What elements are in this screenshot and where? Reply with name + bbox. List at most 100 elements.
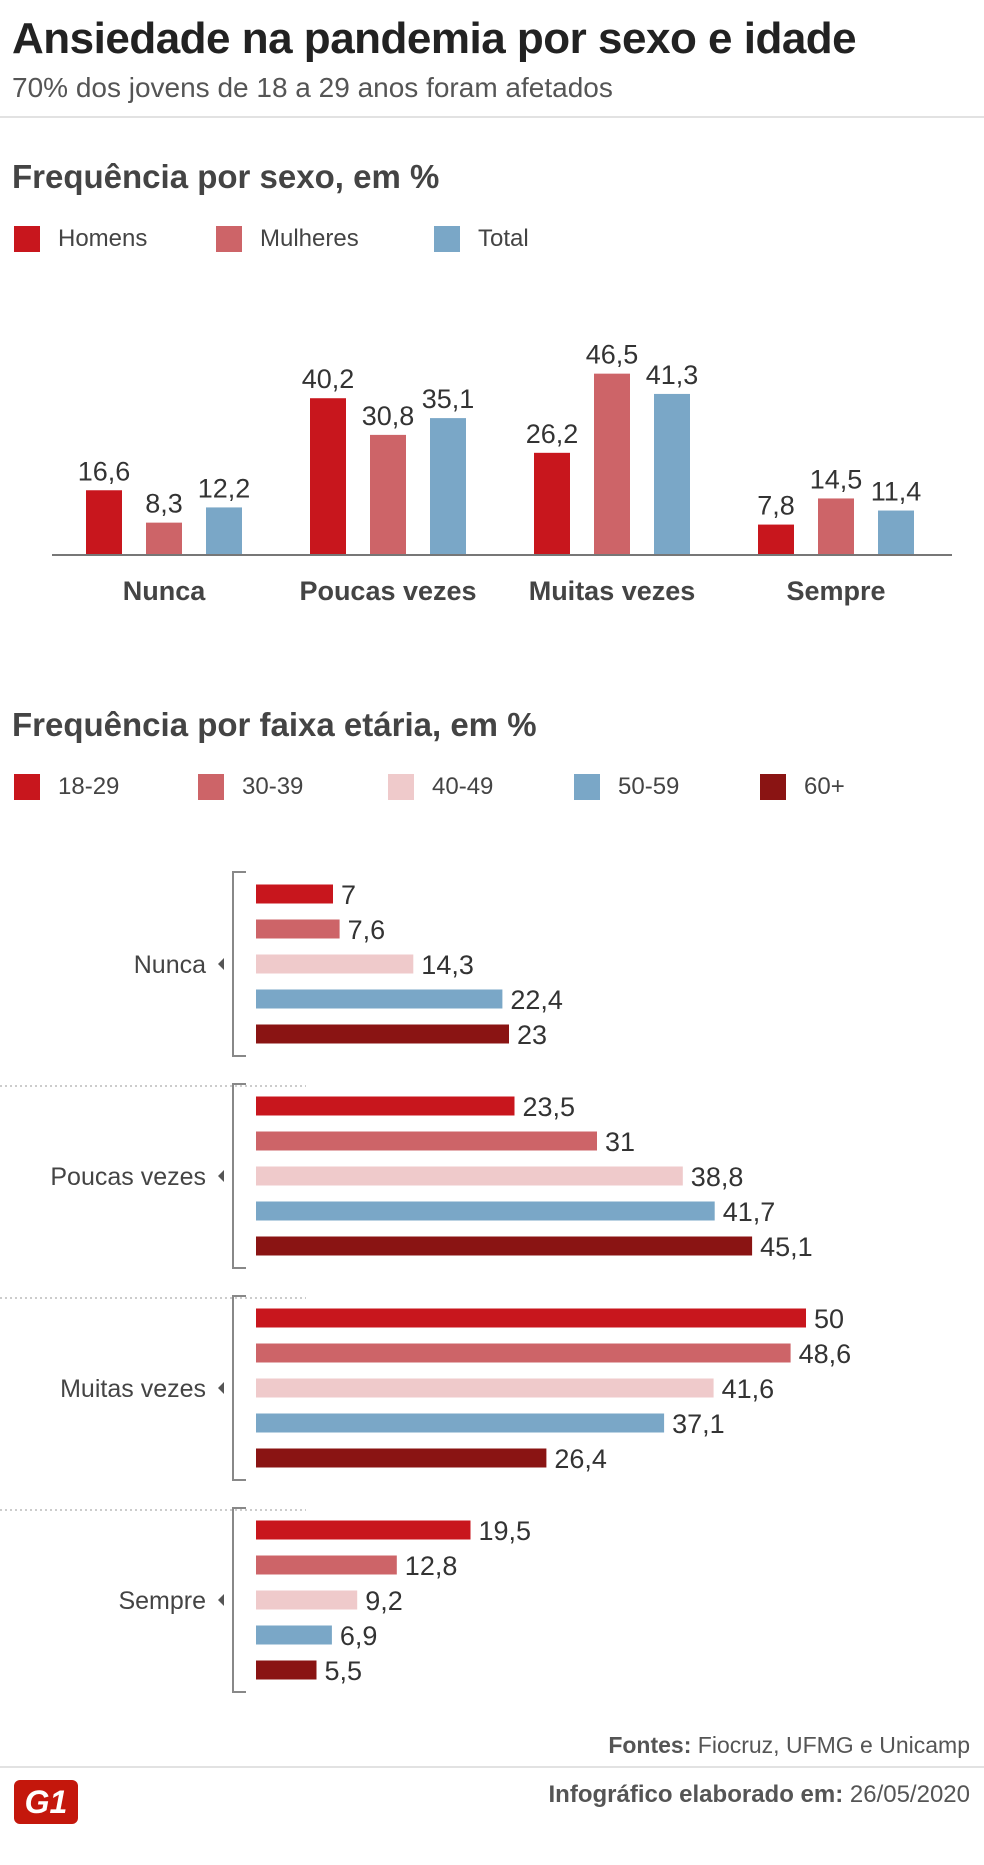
bar-value-label: 40,2 — [302, 364, 355, 394]
hbar-value-label: 7 — [341, 880, 356, 910]
legend-item-18-29: 18-29 — [14, 772, 119, 802]
group-arrow-icon — [218, 1382, 224, 1394]
hbar-sempre-40-49 — [256, 1590, 358, 1610]
chart1-title: Frequência por sexo, em % — [12, 158, 440, 195]
x-tick-label: Poucas vezes — [299, 576, 476, 606]
y-tick-label: Nunca — [134, 951, 206, 979]
group-arrow-icon — [218, 958, 224, 970]
bar-sempre-total — [878, 510, 914, 555]
y-tick-label: Muitas vezes — [60, 1375, 206, 1403]
group-arrow-icon — [218, 1170, 224, 1182]
legend-swatch-60-plus — [760, 774, 786, 800]
legend-swatch-50-59 — [574, 774, 600, 800]
g1-logo-text: G1 — [25, 1784, 68, 1820]
group-bracket — [232, 1507, 246, 1693]
bar-nunca-mulheres — [146, 522, 182, 555]
hbar-value-label: 38,8 — [691, 1162, 744, 1192]
legend-label-60-plus: 60+ — [804, 773, 845, 800]
bar-sempre-mulheres — [818, 498, 854, 555]
hbar-sempre-18-29 — [256, 1520, 471, 1540]
bar-value-label: 16,6 — [78, 456, 131, 486]
bar-value-label: 12,2 — [198, 473, 251, 503]
source-label: Fontes: — [608, 1732, 692, 1758]
hbar-value-label: 12,8 — [405, 1551, 458, 1581]
legend-label-40-49: 40-49 — [432, 773, 494, 800]
legend-swatch-18-29 — [14, 774, 40, 800]
legend-item-30-39: 30-39 — [198, 772, 303, 802]
legend-item-60-plus: 60+ — [760, 772, 845, 802]
legend-swatch-40-49 — [388, 774, 414, 800]
bar-value-label: 7,8 — [757, 491, 795, 521]
group-bracket — [232, 1295, 246, 1481]
bar-poucas-vezes-total — [430, 418, 466, 555]
legend-item-homens: Homens — [14, 224, 147, 254]
hbar-value-label: 7,6 — [348, 915, 386, 945]
hbar-poucas-vezes-18-29 — [256, 1096, 515, 1116]
legend-label-50-59: 50-59 — [618, 773, 680, 800]
group-bracket — [232, 1083, 246, 1269]
legend-label-18-29: 18-29 — [58, 773, 120, 800]
g1-logo-background — [14, 1780, 78, 1824]
legend-label-30-39: 30-39 — [242, 773, 304, 800]
source-note: Fontes: Fiocruz, UFMG e Unicamp — [608, 1732, 970, 1759]
y-tick-label: Sempre — [118, 1587, 206, 1615]
hbar-value-label: 26,4 — [554, 1444, 607, 1474]
bar-nunca-total — [206, 507, 242, 555]
created-date: 26/05/2020 — [843, 1781, 970, 1808]
bar-muitas-vezes-total — [654, 393, 690, 555]
hbar-nunca-60-plus — [256, 1024, 509, 1044]
bar-value-label: 14,5 — [810, 464, 863, 494]
legend-item-total: Total — [434, 224, 529, 254]
hbar-value-label: 50 — [814, 1304, 844, 1334]
hbar-value-label: 31 — [605, 1127, 635, 1157]
hbar-value-label: 5,5 — [325, 1656, 363, 1686]
legend-label-mulheres: Mulheres — [260, 225, 359, 252]
group-bracket — [232, 871, 246, 1057]
hbar-muitas-vezes-50-59 — [256, 1413, 665, 1433]
x-tick-label: Sempre — [786, 576, 885, 606]
bar-poucas-vezes-mulheres — [370, 434, 406, 555]
x-tick-label: Nunca — [123, 576, 207, 606]
hbar-value-label: 45,1 — [760, 1232, 813, 1262]
hbar-value-label: 19,5 — [479, 1516, 532, 1546]
header-divider — [0, 116, 984, 118]
bar-value-label: 30,8 — [362, 401, 415, 431]
chart2-title: Frequência por faixa etária, em % — [12, 706, 537, 743]
legend-item-40-49: 40-49 — [388, 772, 493, 802]
hbar-value-label: 41,6 — [722, 1374, 775, 1404]
legend-label-homens: Homens — [58, 225, 148, 252]
hbar-muitas-vezes-18-29 — [256, 1308, 806, 1328]
hbar-poucas-vezes-40-49 — [256, 1166, 683, 1186]
x-tick-label: Muitas vezes — [529, 576, 696, 606]
page-subtitle: 70% dos jovens de 18 a 29 anos foram afe… — [12, 72, 613, 103]
footer-divider — [0, 1766, 984, 1768]
hbar-nunca-50-59 — [256, 989, 503, 1009]
created-note: Infográfico elaborado em: 26/05/2020 — [549, 1781, 971, 1809]
hbar-sempre-60-plus — [256, 1660, 317, 1680]
legend-swatch-total — [434, 226, 460, 252]
hbar-sempre-50-59 — [256, 1625, 332, 1645]
chart1-legend: Homens Mulheres Total — [0, 224, 984, 254]
g1-logo: G1 — [14, 1780, 78, 1824]
bar-nunca-homens — [86, 490, 122, 555]
bar-value-label: 8,3 — [145, 489, 183, 519]
chart1-vertical-bars: 16,6 8,3 12,2 Nunca 40,230,835,1 Poucas vezes… — [52, 340, 952, 606]
hbar-value-label: 9,2 — [365, 1586, 403, 1616]
hbar-muitas-vezes-60-plus — [256, 1448, 547, 1468]
hbar-sempre-30-39 — [256, 1555, 397, 1575]
hbar-value-label: 22,4 — [510, 985, 563, 1015]
hbar-value-label: 37,1 — [672, 1409, 725, 1439]
hbar-nunca-30-39 — [256, 919, 340, 939]
hbar-value-label: 48,6 — [799, 1339, 852, 1369]
legend-swatch-mulheres — [216, 226, 242, 252]
hbar-poucas-vezes-50-59 — [256, 1201, 715, 1221]
hbar-nunca-40-49 — [256, 954, 414, 974]
bar-value-label: 11,4 — [871, 477, 922, 507]
legend-swatch-homens — [14, 226, 40, 252]
page-title: Ansiedade na pandemia por sexo e idade — [12, 14, 857, 63]
legend-label-total: Total — [478, 225, 529, 252]
legend-swatch-30-39 — [198, 774, 224, 800]
legend-item-50-59: 50-59 — [574, 772, 679, 802]
bar-sempre-homens — [758, 524, 794, 555]
hbar-value-label: 23 — [517, 1020, 547, 1050]
